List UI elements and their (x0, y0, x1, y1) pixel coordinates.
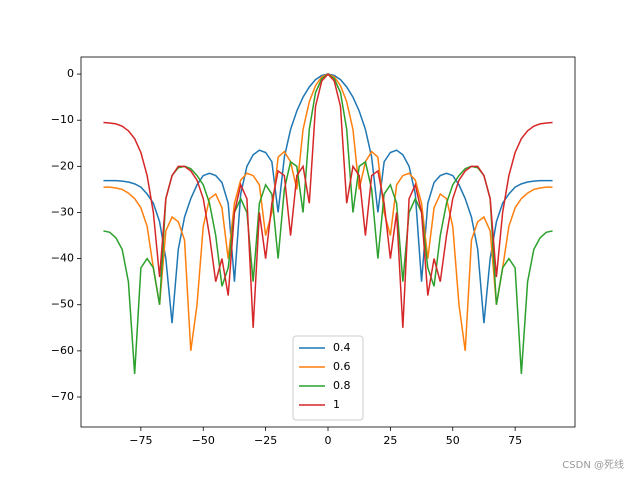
legend-label: 1 (333, 398, 340, 411)
line-series (103, 72, 553, 328)
y-tick-label: −50 (51, 298, 74, 311)
y-tick-label: −30 (51, 205, 74, 218)
x-tick-label: 25 (383, 434, 397, 447)
y-tick-label: 0 (67, 67, 74, 80)
x-tick-label: −25 (254, 434, 277, 447)
x-tick-label: 50 (446, 434, 460, 447)
x-tick-label: 0 (325, 434, 332, 447)
y-tick-label: −10 (51, 113, 74, 126)
legend-box (292, 335, 364, 421)
x-tick-label: −75 (129, 434, 152, 447)
plot-frame (80, 56, 576, 428)
y-tick-label: −70 (51, 390, 74, 403)
y-tick-label: −40 (51, 252, 74, 265)
x-tick-label: −50 (192, 434, 215, 447)
legend-label: 0.4 (333, 341, 351, 354)
legend-label: 0.6 (333, 360, 351, 373)
legend: 0.4 0.6 0.8 1 (292, 335, 364, 421)
line-series (103, 73, 553, 324)
watermark: CSDN @死线 (562, 458, 624, 471)
legend-label: 0.8 (333, 379, 351, 392)
y-tick-label: −60 (51, 344, 74, 357)
x-tick-label: 75 (508, 434, 522, 447)
line-series (103, 73, 553, 375)
y-tick-label: −20 (51, 159, 74, 172)
